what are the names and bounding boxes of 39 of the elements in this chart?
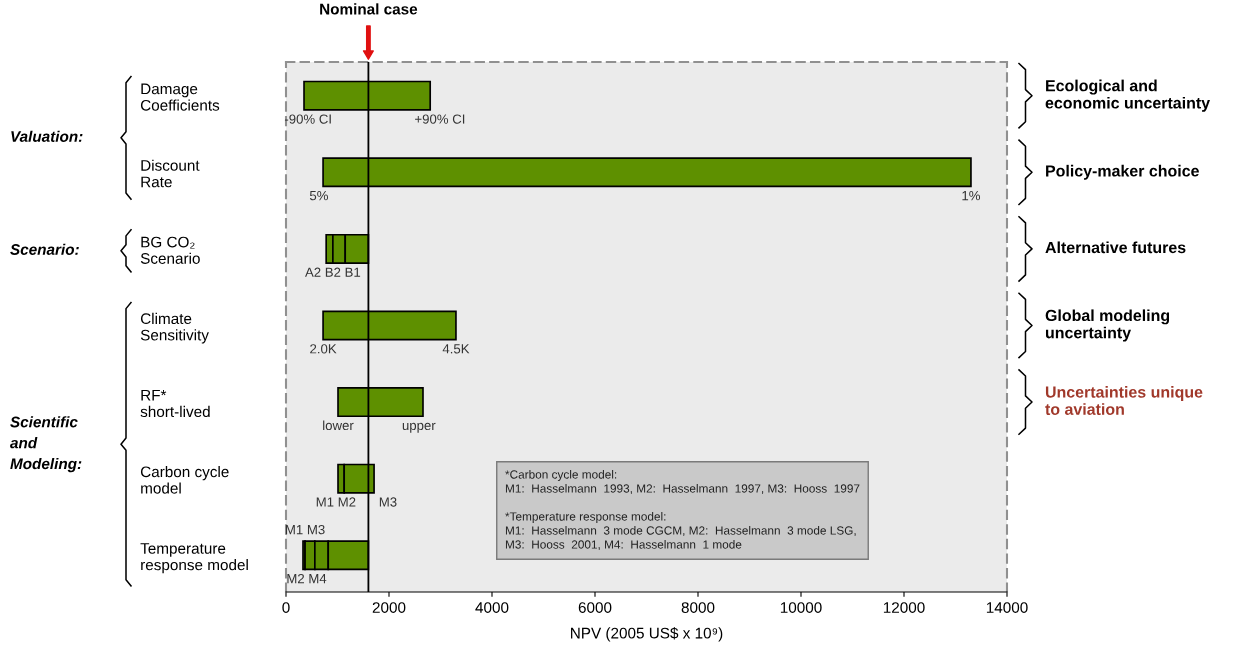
ref-line-label: Nominal case [320,3,418,15]
x-axis-title: NPV (2005 US$ x 10⁹) [571,627,723,642]
text: Valuation: [11,130,83,142]
y-tick-label: Discount Rate [141,159,200,188]
x-tick-label: 10000 [780,602,822,613]
x-tick-label: 4000 [475,602,509,613]
annotation: A2 B2 B1 [305,267,361,277]
y-tick-label: BG CO₂ Scenario [140,236,200,264]
text: Ecological and economic uncertainty [1045,79,1210,112]
text: Global modeling uncertainty [1045,309,1170,342]
y-tick-label: Temperature response model [140,543,248,574]
x-tick-label: 6000 [578,602,612,613]
annotation: M2 M4 [287,573,327,584]
text: Policy-maker choice [1046,164,1199,180]
text: Scenario: [10,243,79,255]
annotation: 1% [962,191,981,201]
annotation: lower [323,420,354,431]
x-tick-label: 12000 [883,602,925,613]
annotation: -90% CI [284,114,331,124]
annotation: 5% [309,191,328,201]
text: Scientific and Modeling: [10,416,82,473]
annotation: upper [402,422,436,433]
y-tick-label: RF* short-lived [140,389,210,418]
x-tick-label: 14000 [986,602,1028,613]
text: Alternative futures [1045,241,1186,254]
annotation: +90% CI [415,114,465,124]
annotation: M1 M2 [316,497,356,507]
y-tick-label: Damage Coefficients [140,83,220,111]
annotation: M3 [379,497,397,507]
annotation: M1 M3 [285,524,325,535]
y-tick-label: Climate Sensitivity [140,312,209,344]
y-tick-label: Carbon cycle model [140,465,229,494]
annotation: 2.0K [310,344,337,354]
text: *Carbon cycle model: M1: Hasselmann 1993, M2: Hasselmann 1997, M3: Hooss 1997 *Temperature response model: M1: Hasselmann 3 mode CGCM, M2: Hasselmann 3 mode LSG, M3: Hooss 2001, M4: Hasselmann 1 mode [505,470,860,551]
x-tick-label: 8000 [681,602,715,613]
x-tick-label: 0 [282,602,290,613]
x-tick-label: 2000 [372,602,406,613]
annotation: 4.5K [442,344,470,354]
text: Uncertainties unique to aviation [1045,386,1203,415]
